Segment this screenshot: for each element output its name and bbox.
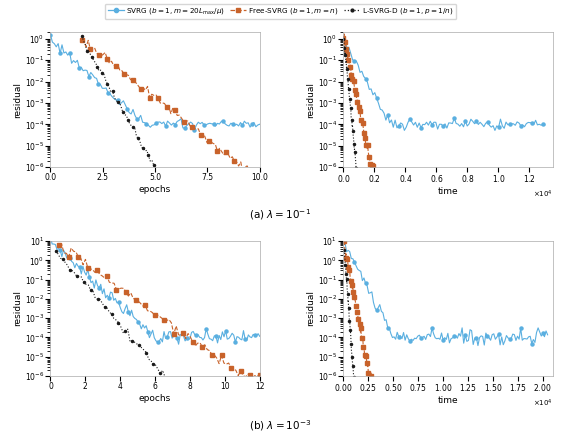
X-axis label: epochs: epochs [139,394,171,403]
Y-axis label: residual: residual [306,290,315,327]
Y-axis label: residual: residual [13,290,22,327]
Y-axis label: residual: residual [13,82,22,118]
X-axis label: epochs: epochs [139,185,171,194]
X-axis label: time: time [438,187,458,196]
Y-axis label: residual: residual [306,82,315,118]
Text: (b) $\lambda = 10^{-3}$: (b) $\lambda = 10^{-3}$ [249,419,312,432]
X-axis label: time: time [438,396,458,405]
Legend: SVRG ($b=1, m=20L_{\mathrm{max}}/\mu$), Free-SVRG ($b=1, m=n$), L-SVRG-D ($b=1, : SVRG ($b=1, m=20L_{\mathrm{max}}/\mu$), … [105,3,456,19]
Text: (a) $\lambda = 10^{-1}$: (a) $\lambda = 10^{-1}$ [250,207,311,222]
